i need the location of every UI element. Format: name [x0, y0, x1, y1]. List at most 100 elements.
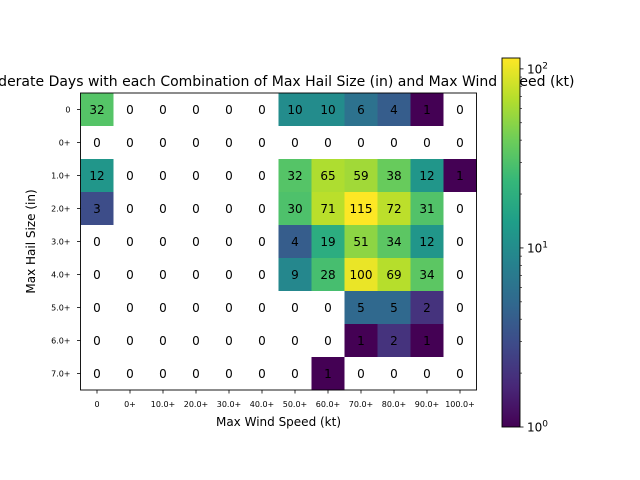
heatmap-cell [410, 291, 444, 325]
cell-value-label: 19 [320, 235, 335, 249]
cell-value-label: 0 [159, 235, 167, 249]
cell-value-label: 0 [456, 268, 464, 282]
cell-value-label: 0 [291, 334, 299, 348]
cell-value-label: 34 [386, 235, 401, 249]
cell-value-label: 12 [419, 235, 434, 249]
heatmap-cells [80, 93, 477, 391]
heatmap-cell [344, 126, 378, 160]
heatmap-cell [179, 258, 213, 292]
heatmap-cell [311, 126, 345, 160]
heatmap-cell [443, 126, 477, 160]
cell-value-label: 30 [287, 202, 302, 216]
cell-value-label: 0 [291, 367, 299, 381]
cell-value-label: 0 [258, 169, 266, 183]
heatmap-cell [245, 159, 279, 193]
cell-value-label: 0 [93, 235, 101, 249]
x-tick-label: 90.0+ [415, 400, 440, 409]
cell-value-label: 0 [93, 268, 101, 282]
y-axis-ticks: 0 0+ 1.0+ 2.0+ 3.0+ 4.0+ 5.0+ 6.0+ 7.0+ [51, 106, 81, 379]
heatmap-cell [377, 291, 411, 325]
cell-value-label: 72 [386, 202, 401, 216]
x-tick-label: 0+ [124, 400, 136, 409]
heatmap-cell [344, 225, 378, 259]
x-axis-label: Max Wind Speed (kt) [216, 415, 341, 429]
heatmap-cell [278, 225, 312, 259]
chart-title: Moderate Days with each Combination of M… [0, 74, 574, 90]
cell-value-label: 0 [258, 334, 266, 348]
cell-value-label: 0 [225, 301, 233, 315]
heatmap-cell [311, 357, 345, 391]
cell-value-label: 65 [320, 169, 335, 183]
cell-value-label: 9 [291, 268, 299, 282]
cell-value-label: 0 [456, 235, 464, 249]
cell-value-label: 5 [390, 301, 398, 315]
y-axis-label: Max Hail Size (in) [24, 189, 38, 293]
cell-value-label: 0 [192, 301, 200, 315]
cell-value-label: 0 [291, 301, 299, 315]
cell-value-label: 5 [357, 301, 365, 315]
cell-value-label: 0 [258, 202, 266, 216]
x-tick-label: 70.0+ [349, 400, 374, 409]
cell-value-label: 0 [291, 136, 299, 150]
cell-value-label: 0 [126, 202, 134, 216]
cell-value-label: 0 [390, 136, 398, 150]
cell-value-label: 32 [287, 169, 302, 183]
colorbar-ticks: 100 101 102 [520, 61, 548, 435]
cell-value-label: 0 [159, 301, 167, 315]
heatmap-cell [344, 159, 378, 193]
heatmap-cell [179, 225, 213, 259]
x-tick-label: 50.0+ [283, 400, 308, 409]
heatmap-cell [377, 159, 411, 193]
cell-value-label: 0 [225, 136, 233, 150]
cell-value-label: 0 [456, 367, 464, 381]
cell-value-label: 0 [126, 169, 134, 183]
heatmap-cell [410, 159, 444, 193]
cell-value-label: 12 [419, 169, 434, 183]
heatmap-cell [212, 258, 246, 292]
cell-value-label: 0 [456, 301, 464, 315]
cell-value-label: 0 [192, 235, 200, 249]
cell-value-label: 0 [324, 301, 332, 315]
heatmap-cell [278, 126, 312, 160]
cell-value-label: 0 [258, 367, 266, 381]
heatmap-cell [377, 93, 411, 127]
cell-value-label: 6 [357, 103, 365, 117]
cell-value-label: 0 [93, 136, 101, 150]
cell-value-label: 1 [456, 169, 464, 183]
cell-value-label: 59 [353, 169, 368, 183]
cell-value-label: 0 [126, 136, 134, 150]
cell-value-label: 12 [89, 169, 104, 183]
heatmap-cell [377, 324, 411, 358]
y-tick-label: 1.0+ [51, 172, 70, 181]
heatmap-cell [80, 225, 114, 259]
heatmap-cell [344, 93, 378, 127]
cell-value-label: 51 [353, 235, 368, 249]
heatmap-cell [311, 225, 345, 259]
heatmap-cell [344, 324, 378, 358]
heatmap-cell [245, 126, 279, 160]
heatmap-cell [443, 324, 477, 358]
heatmap-cell [212, 159, 246, 193]
heatmap-cell [80, 159, 114, 193]
heatmap-cell [146, 225, 180, 259]
cell-value-label: 0 [324, 334, 332, 348]
cell-value-label: 0 [258, 301, 266, 315]
cell-value-label: 0 [192, 367, 200, 381]
cell-value-label: 0 [192, 103, 200, 117]
cell-value-label: 0 [192, 202, 200, 216]
cell-value-label: 0 [192, 334, 200, 348]
cell-value-label: 0 [423, 367, 431, 381]
heatmap-cell [146, 357, 180, 391]
heatmap-cell [278, 357, 312, 391]
colorbar [502, 58, 520, 427]
cell-value-label: 1 [357, 334, 365, 348]
cell-value-label: 0 [192, 169, 200, 183]
cell-value-label: 0 [324, 136, 332, 150]
heatmap-cell [179, 192, 213, 226]
heatmap-cell [146, 159, 180, 193]
heatmap-cell [410, 192, 444, 226]
heatmap-cell [146, 126, 180, 160]
heatmap-cell [410, 93, 444, 127]
heatmap-cell [278, 258, 312, 292]
